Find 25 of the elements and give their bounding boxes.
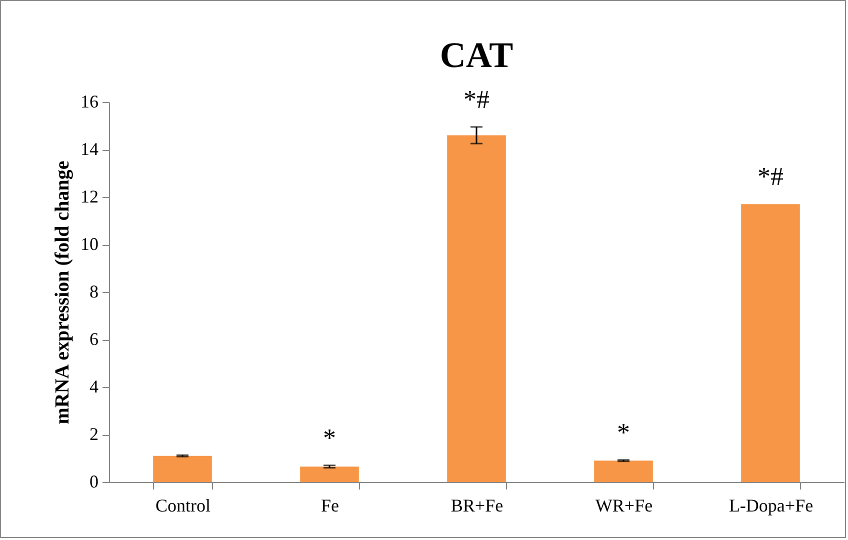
y-tick-label: 14	[80, 139, 98, 159]
y-axis-title: mRNA expression (fold change	[52, 160, 74, 424]
chart-title: CAT	[440, 34, 514, 75]
data-label: *	[617, 418, 630, 447]
data-label: *#	[758, 162, 784, 192]
x-tick-label: L-Dopa+Fe	[728, 496, 814, 516]
y-tick-label: 16	[80, 92, 98, 112]
y-tick-label: 4	[90, 376, 98, 396]
y-tick-label: 12	[80, 186, 98, 206]
y-tick-label: 6	[90, 329, 98, 349]
y-tick-label: 10	[80, 234, 98, 254]
bar	[447, 135, 506, 482]
bar	[741, 204, 800, 482]
bar	[300, 466, 359, 482]
y-tick-label: 8	[90, 282, 98, 302]
y-tick-label: 2	[90, 424, 98, 444]
x-tick-label: Control	[155, 496, 211, 516]
bar	[594, 460, 653, 482]
data-label: *#	[464, 84, 490, 114]
bar	[153, 456, 212, 482]
y-tick-label: 0	[90, 472, 98, 492]
x-tick-label: BR+Fe	[450, 496, 504, 516]
x-tick-label: Fe	[321, 496, 340, 516]
x-tick-label: WR+Fe	[595, 496, 653, 516]
data-label: *	[323, 423, 336, 452]
